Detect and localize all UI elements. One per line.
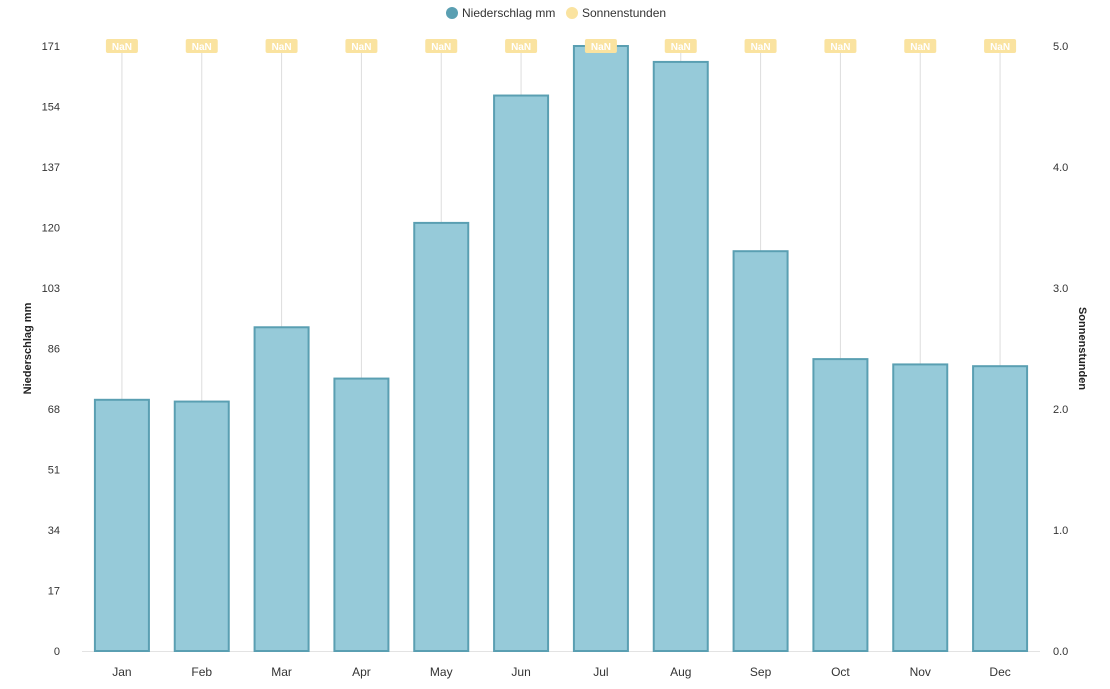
point-label-box [265, 39, 298, 53]
x-tick-label-sep: Sep [750, 665, 772, 679]
y-left-tick-label: 171 [42, 41, 60, 53]
x-tick-label-feb: Feb [191, 665, 212, 679]
x-tick-label-aug: Aug [670, 665, 691, 679]
y-left-axis-title: Niederschlag mm [22, 302, 34, 394]
point-label-text: NaN [431, 42, 451, 53]
bar-jun[interactable] [493, 94, 550, 652]
bar-oct[interactable] [812, 358, 869, 652]
y-left-tick-label: 154 [42, 102, 60, 114]
bar-sep[interactable] [732, 250, 789, 652]
legend-swatch-niederschlag[interactable] [446, 7, 458, 19]
x-tick-label-may: May [430, 665, 453, 679]
legend-label-sonnenstunden[interactable]: Sonnenstunden [582, 6, 666, 20]
point-label-box [664, 39, 697, 53]
point-label-text: NaN [591, 42, 611, 53]
point-label-box [984, 39, 1017, 53]
point-label-box [505, 39, 538, 53]
point-label-feb: NaN [185, 39, 218, 53]
point-label-text: NaN [830, 42, 850, 53]
point-label-dec: NaN [984, 39, 1017, 53]
point-label-box [824, 39, 857, 53]
point-label-may: NaN [425, 39, 458, 53]
bar-series [93, 45, 1029, 653]
y-left-tick-label: 120 [42, 223, 60, 235]
point-label-mar: NaN [265, 39, 298, 53]
x-tick-label-dec: Dec [989, 665, 1010, 679]
y-left-tick-label: 103 [42, 283, 60, 295]
x-tick-label-jan: Jan [112, 665, 131, 679]
point-label-text: NaN [990, 42, 1010, 53]
y-right-tick-label: 3.0 [1053, 283, 1068, 295]
y-left-tick-label: 137 [42, 162, 60, 174]
bar-aug[interactable] [652, 60, 709, 652]
x-tick-label-jul: Jul [593, 665, 608, 679]
bar-dec[interactable] [972, 365, 1029, 652]
point-label-box [185, 39, 218, 53]
point-label-text: NaN [112, 42, 132, 53]
point-label-box [345, 39, 378, 53]
legend-swatch-sonnenstunden[interactable] [566, 7, 578, 19]
point-label-text: NaN [751, 42, 771, 53]
y-right-tick-label: 4.0 [1053, 162, 1068, 174]
y-right-tick-label: 0.0 [1053, 646, 1068, 658]
point-label-box [904, 39, 937, 53]
point-label-aug: NaN [664, 39, 697, 53]
y-left-tick-label: 34 [48, 525, 60, 537]
bar-feb[interactable] [173, 400, 230, 653]
point-label-jan: NaN [105, 39, 138, 53]
bar-jan[interactable] [93, 398, 150, 653]
x-tick-label-mar: Mar [271, 665, 292, 679]
legend: Niederschlag mm Sonnenstunden [446, 6, 666, 20]
legend-label-niederschlag[interactable]: Niederschlag mm [462, 6, 555, 20]
point-label-text: NaN [511, 42, 531, 53]
point-label-text: NaN [351, 42, 371, 53]
point-label-apr: NaN [345, 39, 378, 53]
point-label-text: NaN [272, 42, 292, 53]
y-left-tick-label: 0 [54, 646, 60, 658]
point-label-jul: NaN [584, 39, 617, 53]
point-label-oct: NaN [824, 39, 857, 53]
point-label-box [744, 39, 777, 53]
y-left-tick-label: 17 [48, 586, 60, 598]
point-label-text: NaN [910, 42, 930, 53]
point-label-text: NaN [671, 42, 691, 53]
bar-mar[interactable] [253, 326, 310, 652]
x-tick-label-oct: Oct [831, 665, 850, 679]
point-label-nov: NaN [904, 39, 937, 53]
point-label-sep: NaN [744, 39, 777, 53]
x-tick-label-jun: Jun [511, 665, 530, 679]
y-right-tick-label: 1.0 [1053, 525, 1068, 537]
x-tick-label-nov: Nov [910, 665, 931, 679]
y-right-axis-title: Sonnenstunden [1076, 307, 1088, 390]
bar-jul[interactable] [572, 45, 629, 652]
y-left-tick-label: 68 [48, 404, 60, 416]
point-label-box [105, 39, 138, 53]
y-left-tick-label: 86 [48, 344, 60, 356]
y-right-tick-label: 2.0 [1053, 404, 1068, 416]
bar-may[interactable] [413, 221, 470, 653]
y-axis-right: 0.0 1.0 2.0 3.0 4.0 5.0 Sonnenstunden [1053, 41, 1088, 658]
x-tick-label-apr: Apr [352, 665, 371, 679]
point-label-box [425, 39, 458, 53]
point-label-box [584, 39, 617, 53]
x-axis: Jan Feb Mar Apr May Jun Jul Aug Sep Oct Nov Dec [112, 665, 1011, 679]
point-label-series: NaN NaN NaN NaN NaN NaN NaN NaN NaN NaN NaN NaN [105, 39, 1017, 53]
bar-nov[interactable] [892, 363, 949, 652]
bar-apr[interactable] [333, 377, 390, 652]
y-axis-left: 0 17 34 51 68 86 103 120 137 154 171 Niederschlag m… [22, 41, 60, 658]
point-label-text: NaN [192, 42, 212, 53]
y-right-tick-label: 5.0 [1053, 41, 1068, 53]
y-left-tick-label: 51 [48, 465, 60, 477]
point-label-jun: NaN [505, 39, 538, 53]
